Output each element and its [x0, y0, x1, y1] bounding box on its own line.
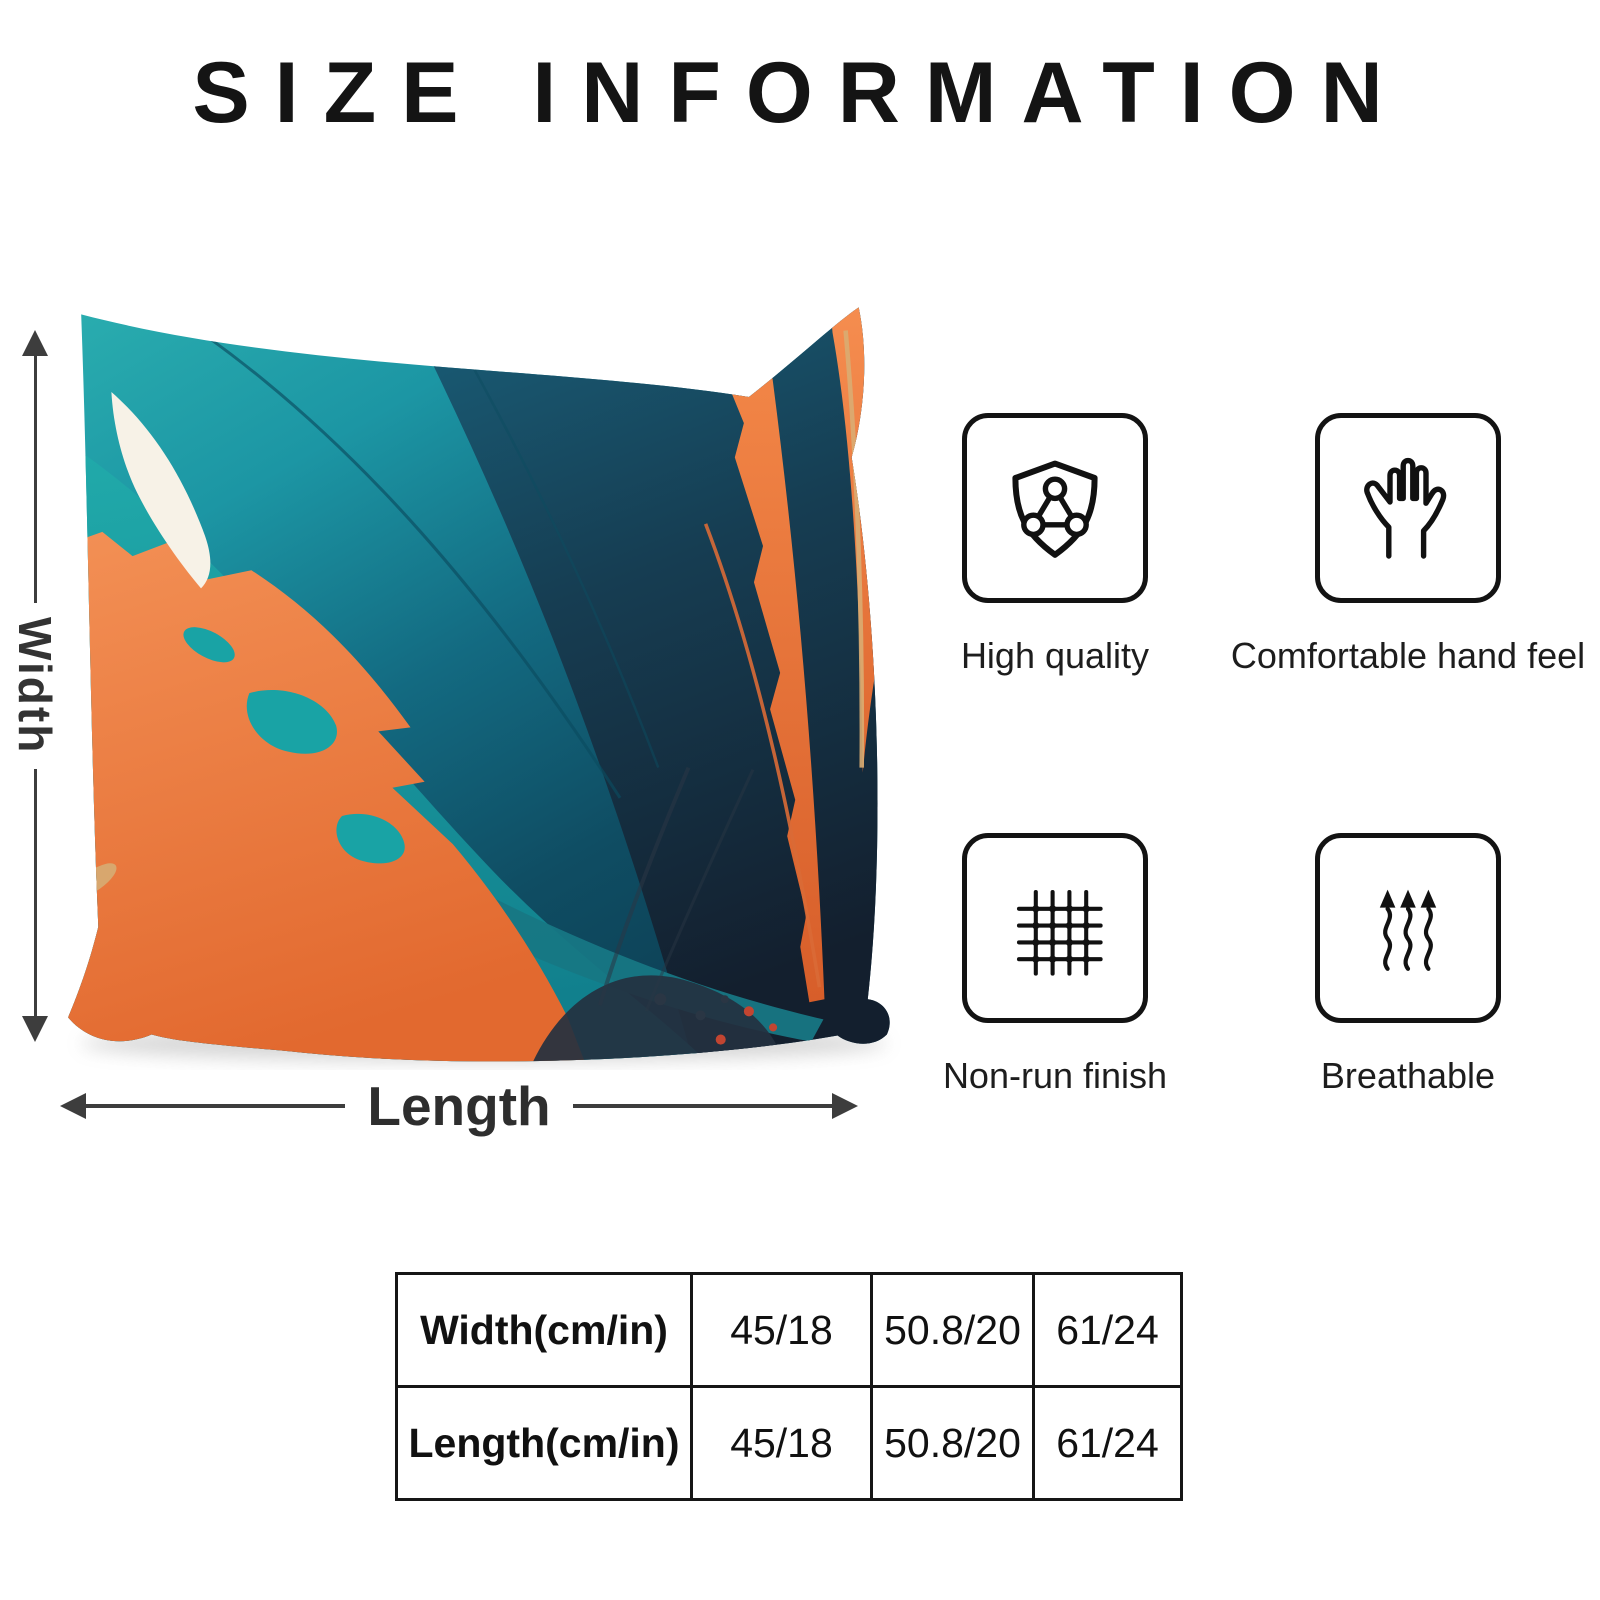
grid-mesh-icon	[962, 833, 1148, 1023]
dimension-line	[86, 1104, 346, 1108]
shield-quality-icon	[962, 413, 1148, 603]
length-label: Length	[367, 1075, 551, 1137]
size-cell: 61/24	[1032, 1272, 1183, 1388]
dimension-line	[33, 768, 37, 1016]
airflow-arrows-icon	[1315, 833, 1501, 1023]
pillow-image	[68, 307, 890, 1062]
feature-label: High quality	[960, 635, 1150, 676]
dimension-line	[572, 1104, 833, 1108]
feature-label: Non-run finish	[942, 1055, 1168, 1096]
hand-icon	[1315, 413, 1501, 603]
size-cell: 45/18	[690, 1272, 873, 1388]
length-dimension-arrow: Length	[60, 1075, 859, 1137]
dimension-line	[33, 356, 37, 604]
feature-breathable: Breathable	[1198, 833, 1600, 1097]
row-header-width: Width(cm/in)	[395, 1272, 693, 1388]
table-row-length: Length(cm/in) 45/18 50.8/20 61/24	[395, 1385, 1183, 1501]
feature-high-quality: High quality	[845, 413, 1265, 677]
table-row-width: Width(cm/in) 45/18 50.8/20 61/24	[395, 1272, 1183, 1388]
width-dimension-arrow: Width	[9, 330, 61, 1042]
arrow-right-icon	[832, 1093, 859, 1119]
feature-label: Breathable	[1320, 1055, 1496, 1096]
page-title: SIZE INFORMATION	[192, 45, 1408, 141]
row-header-length: Length(cm/in)	[395, 1385, 693, 1501]
feature-non-run-finish: Non-run finish	[845, 833, 1265, 1097]
feature-label: Comfortable hand feel	[1230, 635, 1586, 676]
arrow-down-icon	[22, 1016, 48, 1042]
feature-comfortable-hand-feel: Comfortable hand feel	[1198, 413, 1600, 677]
width-label: Width	[9, 617, 61, 755]
size-table: Width(cm/in) 45/18 50.8/20 61/24 Length(…	[395, 1272, 1183, 1501]
size-cell: 45/18	[690, 1385, 873, 1501]
arrow-up-icon	[22, 330, 48, 356]
size-cell: 50.8/20	[870, 1385, 1035, 1501]
arrow-left-icon	[60, 1093, 86, 1119]
size-cell: 61/24	[1032, 1385, 1183, 1501]
size-cell: 50.8/20	[870, 1272, 1035, 1388]
